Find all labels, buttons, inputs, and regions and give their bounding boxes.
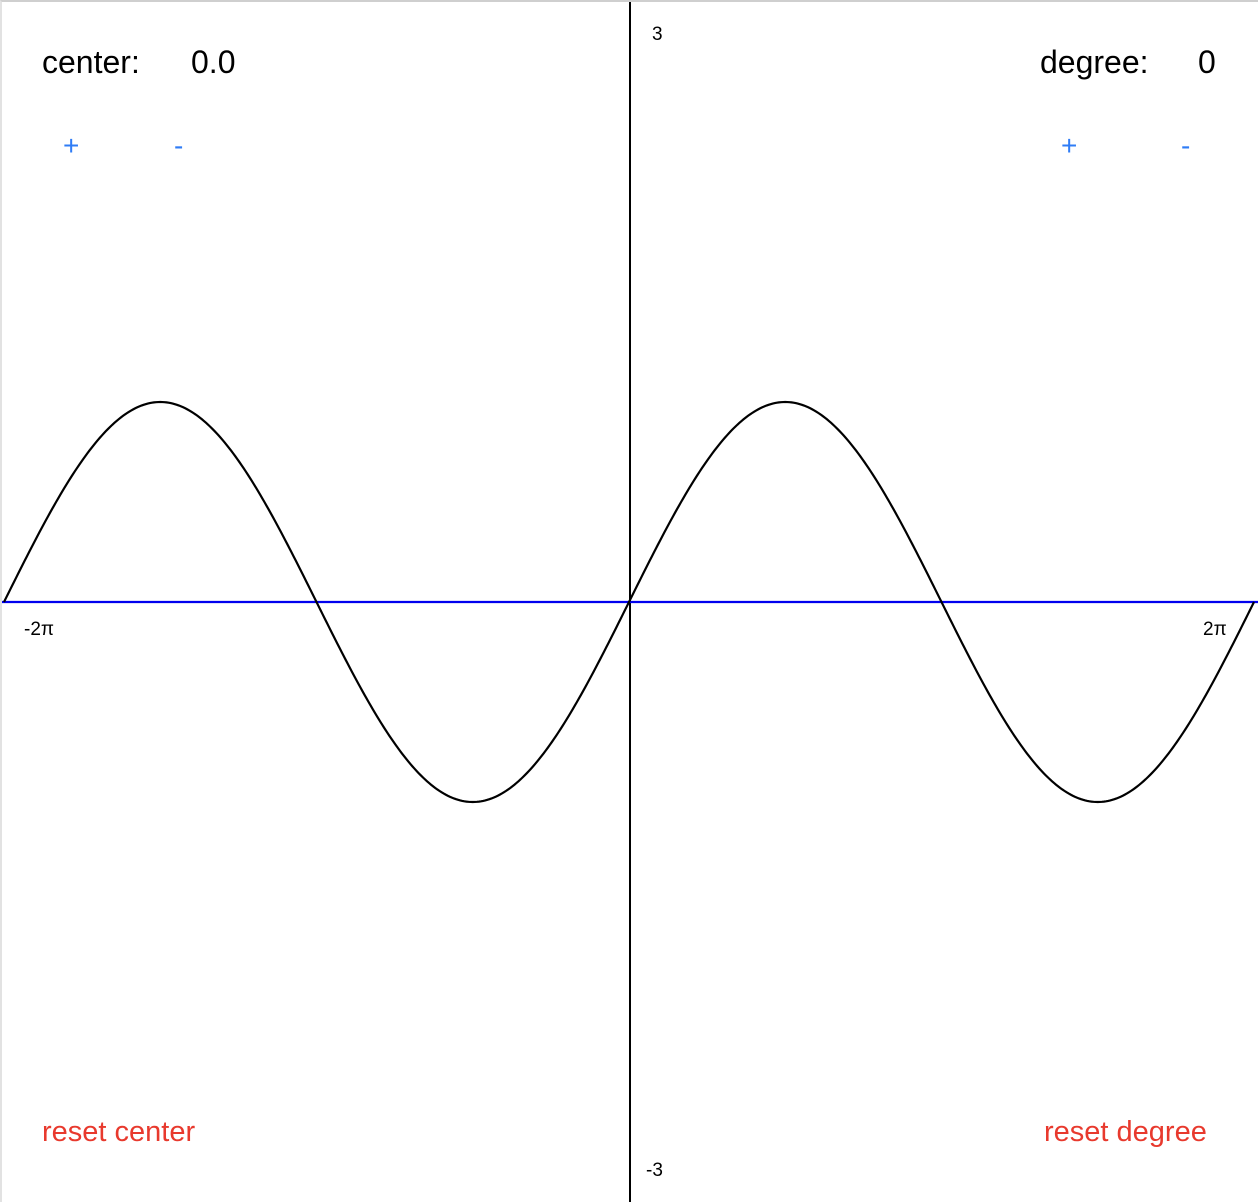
degree-decrement-button[interactable]: - (1181, 130, 1191, 161)
center-increment-button[interactable]: + (63, 130, 80, 161)
x-max-label: 2π (1203, 619, 1227, 640)
degree-increment-button[interactable]: + (1061, 130, 1078, 161)
y-max-label: 3 (652, 24, 663, 45)
degree-value: 0 (1198, 44, 1216, 80)
sine-curve (3, 400, 1255, 804)
reset-degree-button[interactable]: reset degree (1044, 1116, 1207, 1148)
degree-label: degree: (1040, 44, 1149, 80)
x-min-label: -2π (24, 619, 55, 640)
reset-center-button[interactable]: reset center (42, 1116, 196, 1148)
y-min-label: -3 (646, 1160, 663, 1181)
center-decrement-button[interactable]: - (174, 130, 184, 161)
center-label: center: (42, 44, 140, 80)
center-value: 0.0 (191, 44, 236, 80)
